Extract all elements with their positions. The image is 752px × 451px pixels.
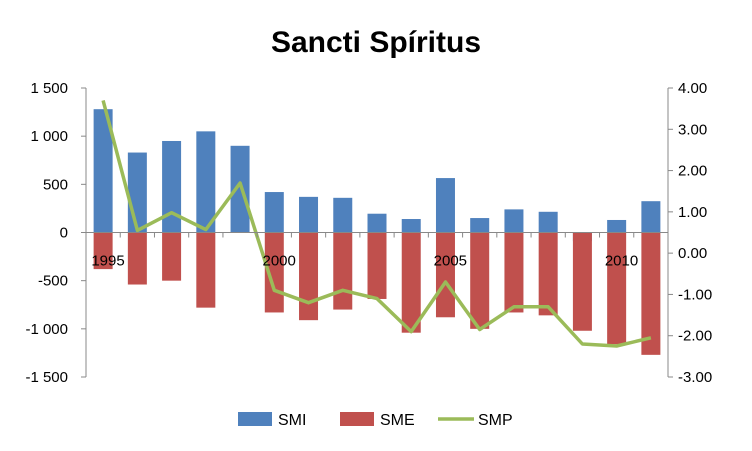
left-tick-label: 500: [43, 176, 68, 193]
right-tick-label: -2.00: [678, 328, 712, 345]
bar-sme-2006: [470, 232, 490, 329]
left-tick-label: -500: [38, 273, 68, 290]
bar-sme-1995: [93, 232, 113, 270]
bar-sme-2001: [299, 232, 319, 321]
bar-sme-2011: [641, 232, 661, 355]
right-tick-label: 2.00: [678, 163, 707, 180]
legend: SMI SME SMP: [238, 412, 513, 429]
bar-sme-2010: [607, 232, 627, 345]
right-tick-label: 4.00: [678, 80, 707, 97]
bar-sme-1996: [127, 232, 147, 285]
bar-smi-2011: [641, 201, 661, 233]
bar-sme-2002: [333, 232, 353, 310]
bar-smi-2004: [401, 219, 421, 233]
bar-smi-1996: [127, 152, 147, 233]
bar-sme-1997: [162, 232, 182, 281]
bar-sme-2007: [504, 232, 524, 313]
line-smp: [101, 99, 652, 348]
bar-smi-1997: [162, 140, 182, 233]
bar-smi-1999: [230, 145, 250, 233]
bar-sme-1998: [196, 232, 216, 308]
legend-swatch-smi: [238, 412, 272, 426]
right-tick-label: 3.00: [678, 121, 707, 138]
right-tick-label: 0.00: [678, 245, 707, 262]
legend-label-smi: SMI: [278, 412, 306, 429]
legend-label-sme: SME: [380, 412, 415, 429]
x-tick-label: 1995: [91, 253, 124, 270]
right-tick-label: -3.00: [678, 369, 712, 386]
x-tick-label: 2000: [262, 253, 295, 270]
bar-smi-2008: [538, 211, 558, 233]
left-tick-label: -1 000: [25, 321, 68, 338]
plot-area: [93, 99, 661, 355]
left-tick-label: 1 000: [30, 128, 68, 145]
bar-smi-1995: [93, 109, 113, 233]
bar-smi-2010: [607, 219, 627, 233]
bar-smi-2007: [504, 209, 524, 233]
bar-smi-2000: [264, 192, 284, 233]
bar-smi-1998: [196, 131, 216, 233]
right-tick-label: -1.00: [678, 286, 712, 303]
bar-sme-2009: [572, 232, 592, 331]
x-tick-label: 2010: [605, 253, 638, 270]
bar-smi-2002: [333, 197, 353, 233]
left-axis: 1 500 1 000 500 0 -500 -1 000 -1 500: [25, 80, 87, 386]
legend-swatch-sme: [340, 412, 374, 426]
x-tick-label: 2005: [434, 253, 467, 270]
legend-label-smp: SMP: [478, 412, 513, 429]
left-tick-label: 1 500: [30, 80, 68, 97]
left-tick-label: -1 500: [25, 369, 68, 386]
x-axis: 1995 2000 2005 2010: [85, 232, 669, 270]
bar-sme-2005: [435, 232, 455, 318]
bar-smi-2001: [299, 196, 319, 233]
right-axis: 4.00 3.00 2.00 1.00 0.00 -1.00 -2.00 -3.00: [667, 80, 712, 386]
bar-smi-2003: [367, 213, 387, 233]
bar-sme-2003: [367, 232, 387, 299]
left-tick-label: 0: [60, 225, 68, 242]
bar-smi-2006: [470, 218, 490, 233]
bar-sme-2004: [401, 232, 421, 333]
chart-title: Sancti Spíritus: [271, 26, 481, 59]
bar-sme-2008: [538, 232, 558, 316]
right-tick-label: 1.00: [678, 204, 707, 221]
bar-smi-2005: [435, 178, 455, 233]
